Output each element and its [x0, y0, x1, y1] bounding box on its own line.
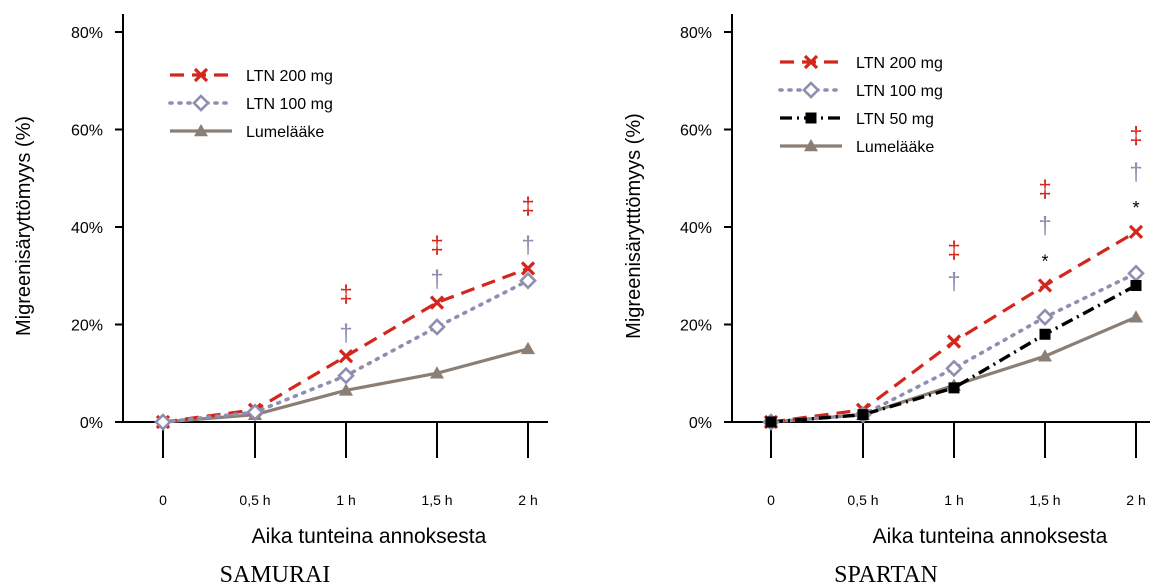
- data-point-ltn100: [1127, 264, 1145, 283]
- legend-marker-placebo: [194, 124, 208, 137]
- data-point-ltn200: [1037, 278, 1053, 293]
- significance-mark: ‡: [521, 193, 534, 220]
- legend-marker-ltn100: [192, 94, 210, 112]
- legend-marker-ltn50: [805, 112, 817, 124]
- legend-label: Lumelääke: [856, 139, 934, 156]
- legend: LTN 200 mg LTN 100 mg LTN 50 mg Lumelääke: [778, 54, 943, 156]
- data-point-ltn50: [948, 382, 960, 394]
- significance-mark: ‡: [947, 237, 960, 264]
- y-tick-label: 40%: [71, 220, 103, 237]
- legend-label: LTN 200 mg: [246, 68, 333, 85]
- data-point-placebo: [1129, 310, 1143, 323]
- y-axis-title: Migreenisäryttömyys (%): [13, 116, 35, 336]
- legend-label: LTN 200 mg: [856, 55, 943, 72]
- legend-marker-placebo: [804, 139, 818, 152]
- series-line-ltn50: [770, 284, 1137, 424]
- data-point-ltn50: [1039, 328, 1051, 340]
- legend-label: Lumelääke: [246, 124, 324, 141]
- legend-marker-ltn200: [803, 54, 819, 70]
- x-tick-label: 1,5 h: [1029, 492, 1060, 508]
- x-axis-title: Aika tunteina annoksesta: [873, 525, 1108, 548]
- y-tick-label: 20%: [71, 318, 103, 335]
- significance-mark: †: [430, 266, 443, 293]
- x-tick-label: 2 h: [1126, 492, 1145, 508]
- x-tick-label: 1 h: [944, 492, 963, 508]
- data-point-ltn200: [946, 334, 962, 349]
- chart-panel-samurai: 0% 20% 40% 60% 80% 0 0,5 h 1 h 1,5 h 2 h Aika tunt…: [13, 14, 548, 588]
- significance-mark: *: [1041, 252, 1048, 272]
- y-tick-label: 80%: [680, 25, 712, 42]
- x-tick-label: 0,5 h: [239, 492, 270, 508]
- x-tick-label: 1 h: [336, 492, 355, 508]
- significance-mark: ‡: [1129, 122, 1142, 149]
- data-point-ltn100: [337, 366, 355, 385]
- x-tick-label: 2 h: [518, 492, 537, 508]
- legend: LTN 200 mg LTN 100 mg Lumelääke: [168, 67, 333, 141]
- chart-caption: SPARTAN: [834, 562, 938, 588]
- data-point-ltn100: [246, 403, 264, 422]
- data-point-ltn50: [765, 416, 777, 428]
- y-tick-label: 20%: [680, 318, 712, 335]
- series-line-ltn100: [769, 271, 1138, 424]
- data-point-ltn200: [520, 261, 536, 276]
- data-point-ltn200: [1128, 224, 1144, 240]
- data-point-ltn50: [1130, 280, 1142, 291]
- y-axis-title: Migreenisärytttömyys (%): [623, 113, 645, 339]
- significance-mark: †: [339, 320, 352, 347]
- data-point-placebo: [339, 383, 353, 396]
- data-point-ltn100: [519, 271, 537, 290]
- x-tick-label: 0: [159, 492, 167, 508]
- significance-mark: †: [1129, 159, 1142, 186]
- data-point-placebo: [521, 341, 535, 355]
- y-tick-label: 60%: [71, 123, 103, 140]
- significance-mark: ‡: [1038, 176, 1051, 203]
- data-point-ltn50: [857, 409, 869, 421]
- legend-marker-ltn100: [802, 81, 820, 99]
- data-point-placebo: [1038, 349, 1052, 362]
- legend-label: LTN 100 mg: [246, 96, 333, 113]
- x-axis-title: Aika tunteina annoksesta: [252, 525, 487, 548]
- data-point-placebo: [430, 366, 444, 379]
- significance-mark: †: [521, 232, 534, 259]
- data-point-ltn100: [428, 318, 446, 336]
- legend-label: LTN 100 mg: [856, 83, 943, 100]
- x-tick-label: 1,5 h: [421, 492, 452, 508]
- legend-marker-ltn200: [193, 67, 209, 83]
- chart-caption: SAMURAI: [220, 562, 331, 588]
- significance-mark: *: [1132, 198, 1139, 218]
- y-tick-label: 80%: [71, 25, 103, 42]
- data-point-ltn100: [154, 413, 172, 431]
- significance-mark: ‡: [430, 232, 443, 259]
- significance-mark: †: [1038, 213, 1051, 240]
- significance-mark: ‡: [339, 281, 352, 308]
- data-point-ltn100: [1036, 308, 1054, 327]
- data-point-ltn200: [429, 295, 445, 310]
- x-tick-label: 0,5 h: [847, 492, 878, 508]
- data-point-ltn200: [338, 349, 354, 364]
- y-tick-label: 40%: [680, 220, 712, 237]
- chart-panel-spartan: 0% 20% 40% 60% 80% 0 0,5 h 1 h 1,5 h 2 h Aika tunt…: [623, 14, 1150, 588]
- legend-label: LTN 50 mg: [856, 111, 934, 128]
- significance-mark: †: [947, 269, 960, 296]
- data-point-ltn100: [945, 359, 963, 378]
- y-tick-label: 0%: [80, 415, 103, 432]
- y-tick-label: 0%: [689, 415, 712, 432]
- x-tick-label: 0: [767, 492, 775, 508]
- y-tick-label: 60%: [680, 123, 712, 140]
